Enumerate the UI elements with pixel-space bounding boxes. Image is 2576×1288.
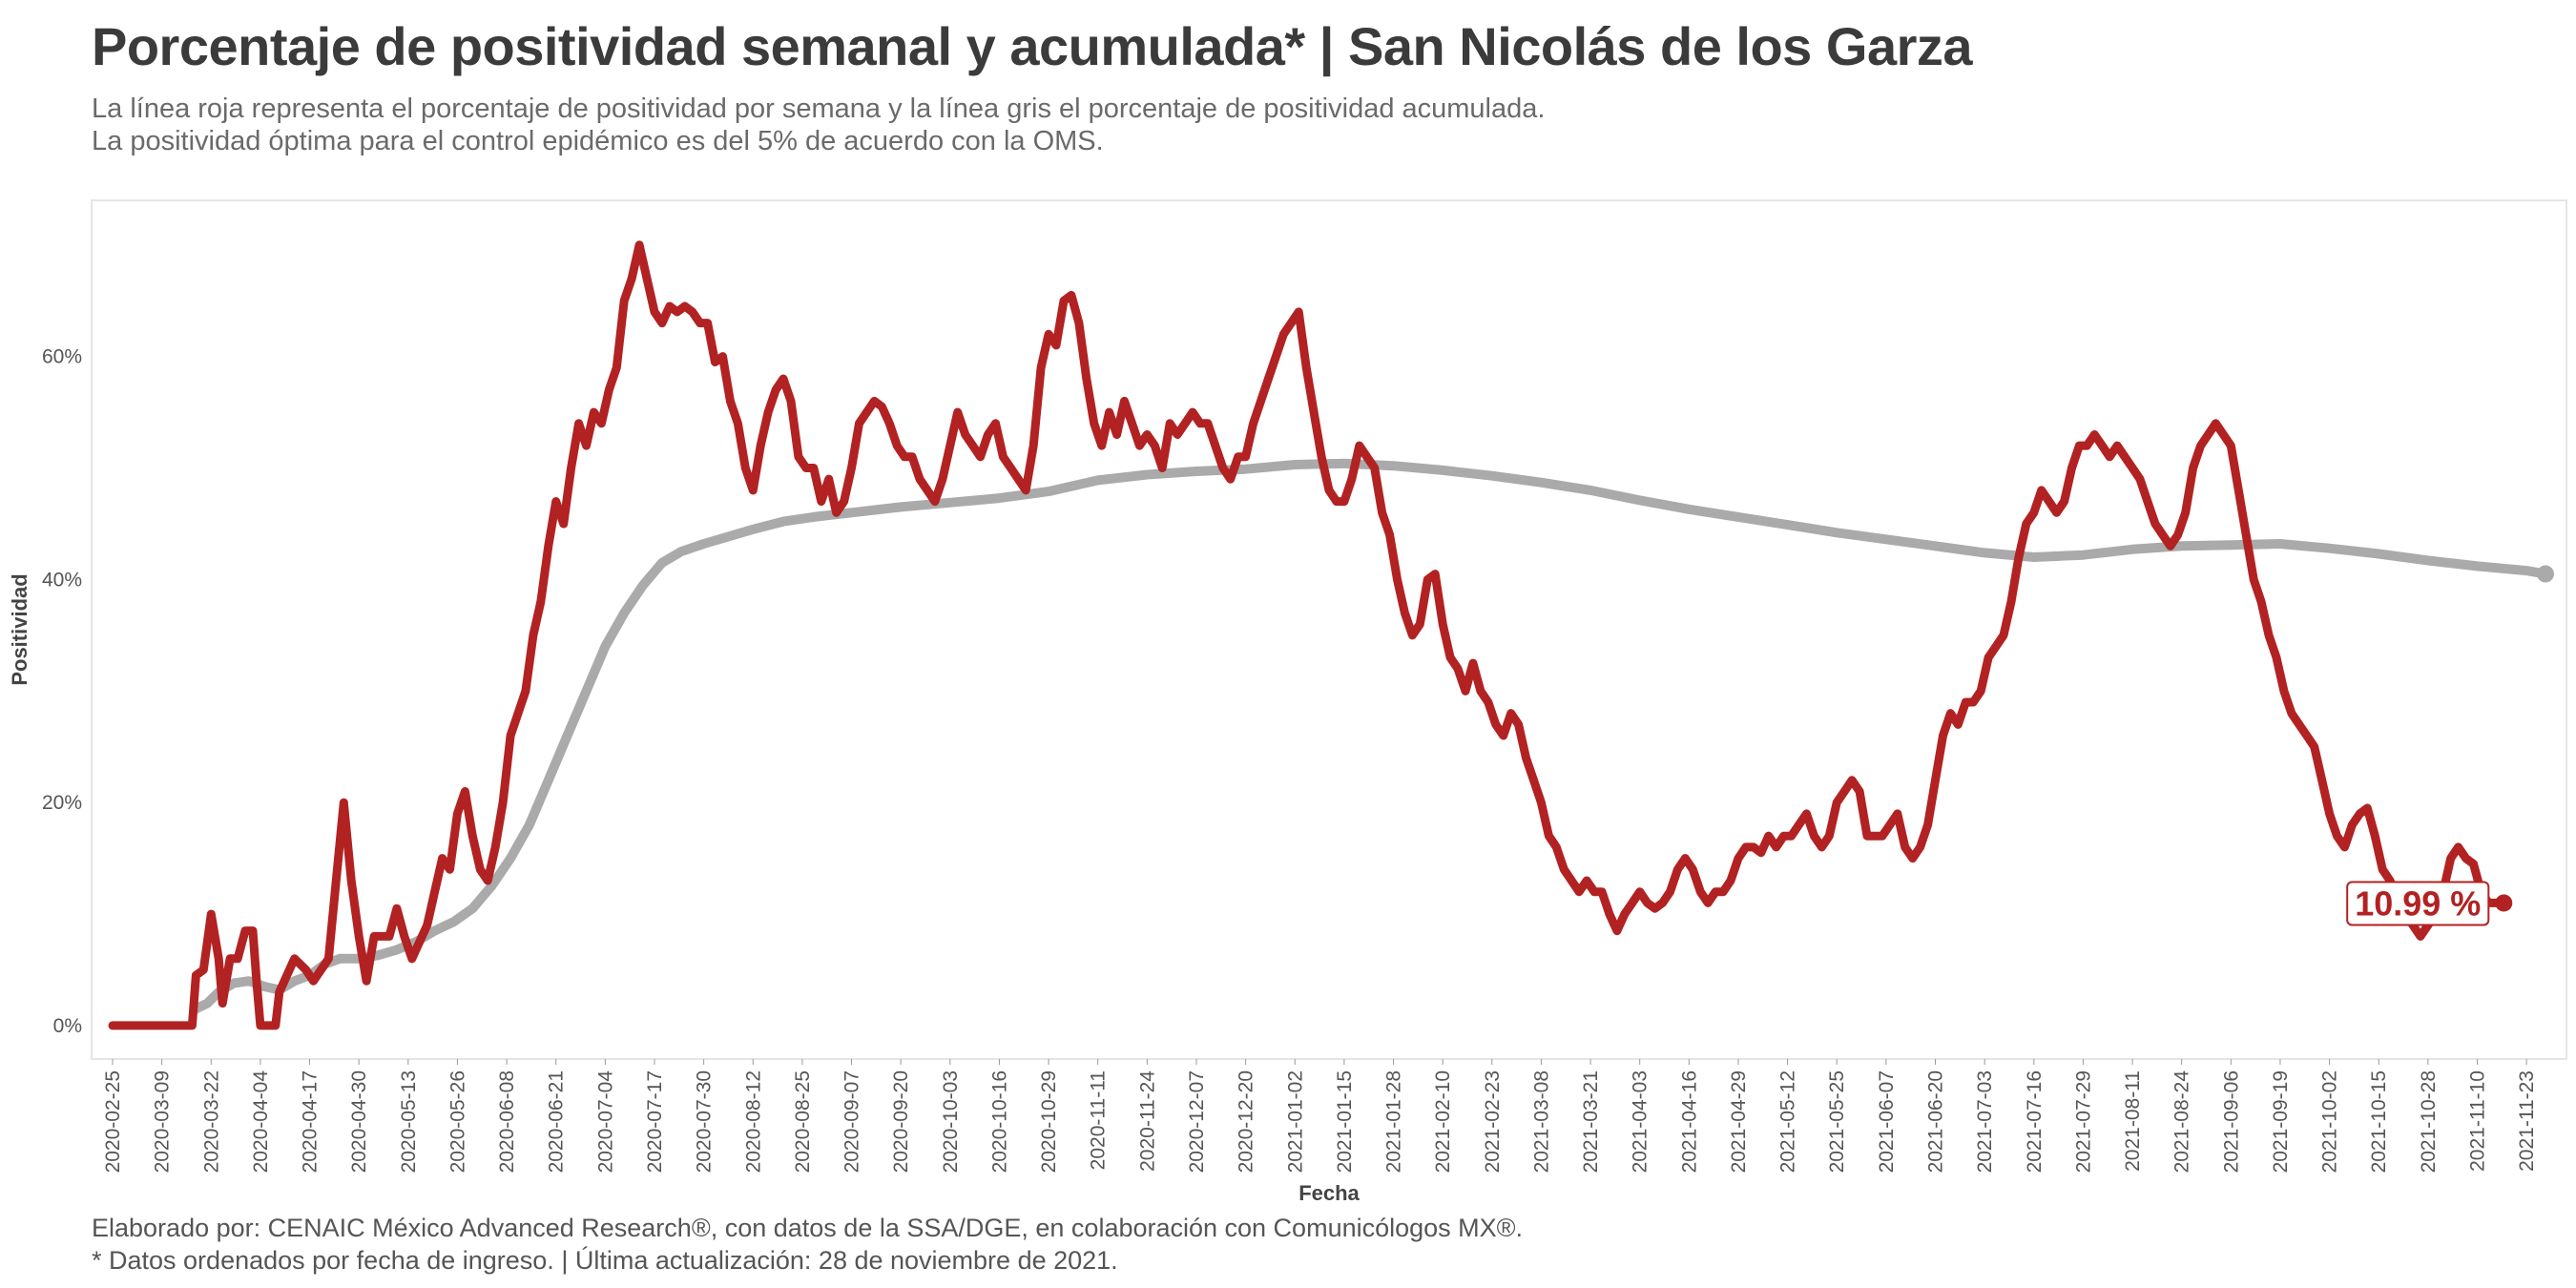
- x-tick-label: 2020-03-09: [152, 1070, 174, 1173]
- x-tick-label: 2020-11-11: [1088, 1070, 1110, 1170]
- x-tick-label: 2021-04-29: [1728, 1070, 1750, 1173]
- x-tick-label: 2020-10-29: [1038, 1070, 1060, 1173]
- x-tick-label: 2021-07-03: [1974, 1070, 1996, 1173]
- x-tick-label: 2020-06-21: [546, 1070, 568, 1173]
- x-tick-label: 2020-05-26: [447, 1070, 468, 1173]
- y-axis-ticks: 0% 20% 40% 60%: [42, 346, 82, 1037]
- x-tick-label: 2020-07-17: [644, 1070, 666, 1173]
- x-tick-label: 2021-08-11: [2122, 1070, 2144, 1172]
- x-tick-label: 2021-03-08: [1530, 1070, 1552, 1173]
- chart-caption-line-2: * Datos ordenados por fecha de ingreso. …: [92, 1246, 1118, 1275]
- x-tick-label: 2020-10-16: [988, 1070, 1010, 1173]
- x-tick-label: 2020-08-12: [742, 1070, 764, 1173]
- series-end-point-acumulada: [2537, 565, 2554, 583]
- x-tick-label: 2020-04-04: [250, 1070, 272, 1174]
- x-tick-label: 2020-12-07: [1186, 1070, 1208, 1173]
- x-tick-label: 2021-02-10: [1432, 1070, 1454, 1173]
- x-tick-label: 2021-04-03: [1630, 1070, 1652, 1173]
- x-tick-label: 2021-05-25: [1826, 1070, 1848, 1173]
- x-tick-label: 2021-11-23: [2516, 1070, 2538, 1172]
- x-tick-label: 2020-08-25: [792, 1070, 814, 1173]
- chart-subtitle-line-2: La positividad óptima para el control ep…: [92, 126, 1104, 156]
- x-tick-label: 2021-05-12: [1777, 1070, 1799, 1173]
- y-tick-label: 40%: [42, 569, 82, 591]
- x-tick-label: 2021-03-21: [1580, 1070, 1602, 1173]
- chart-title: Porcentaje de positividad semanal y acum…: [92, 16, 1973, 76]
- end-value-label-box: [2346, 881, 2490, 926]
- chart-subtitle-line-1: La línea roja representa el porcentaje d…: [92, 93, 1546, 124]
- x-tick-label: 2021-02-23: [1482, 1070, 1504, 1173]
- x-tick-label: 2021-06-07: [1876, 1070, 1898, 1173]
- y-tick-label: 20%: [42, 792, 82, 814]
- end-value-label: 10.99 %: [2346, 881, 2490, 926]
- x-tick-label: 2020-06-08: [496, 1070, 518, 1173]
- x-tick-label: 2020-09-20: [890, 1070, 912, 1173]
- x-tick-label: 2020-07-04: [594, 1070, 616, 1174]
- x-tick-label: 2021-06-20: [1925, 1070, 1947, 1173]
- x-tick-label: 2021-10-28: [2418, 1070, 2440, 1173]
- y-axis-title: Positividad: [8, 573, 31, 685]
- x-tick-label: 2020-02-25: [102, 1070, 124, 1173]
- x-tick-label: 2021-09-19: [2270, 1070, 2292, 1173]
- x-axis-title: Fecha: [1298, 1181, 1360, 1205]
- series-layer: [108, 240, 2554, 1030]
- x-tick-label: 2020-11-24: [1136, 1070, 1158, 1172]
- plot-panel-border: [91, 199, 2567, 1060]
- x-tick-label: 2020-10-03: [940, 1070, 962, 1173]
- x-axis-ticks: 2020-02-25 2020-03-09 2020-03-22 2020-04-04…: [102, 1059, 2538, 1173]
- x-tick-label: 2021-01-28: [1383, 1070, 1405, 1173]
- y-tick-label: 0%: [53, 1015, 82, 1037]
- x-tick-label: 2020-03-22: [200, 1070, 222, 1173]
- x-tick-label: 2021-07-29: [2072, 1070, 2094, 1173]
- x-tick-label: 2021-09-06: [2220, 1070, 2242, 1173]
- series-end-point-semanal: [2495, 894, 2513, 912]
- x-tick-label: 2021-07-16: [2024, 1070, 2046, 1173]
- x-tick-label: 2020-05-13: [398, 1070, 420, 1173]
- x-tick-label: 2020-04-17: [300, 1070, 322, 1173]
- x-tick-label: 2020-12-20: [1236, 1070, 1257, 1173]
- x-tick-label: 2021-04-16: [1678, 1070, 1700, 1173]
- x-tick-label: 2021-01-02: [1284, 1070, 1306, 1173]
- x-tick-label: 2021-01-15: [1334, 1070, 1356, 1173]
- x-tick-label: 2021-11-10: [2467, 1070, 2489, 1172]
- chart-caption-line-1: Elaborado por: CENAIC México Advanced Re…: [92, 1214, 1524, 1242]
- x-tick-label: 2020-07-30: [694, 1070, 716, 1173]
- y-tick-label: 60%: [42, 346, 82, 368]
- x-tick-label: 2021-10-15: [2368, 1070, 2390, 1173]
- x-tick-label: 2020-09-07: [841, 1070, 863, 1173]
- x-tick-label: 2020-04-30: [348, 1070, 370, 1173]
- end-value-label-text: 10.99 %: [2355, 883, 2481, 923]
- x-tick-label: 2021-10-02: [2319, 1070, 2341, 1173]
- series-line-semanal: [108, 240, 2508, 1030]
- x-tick-label: 2021-08-24: [2171, 1070, 2193, 1174]
